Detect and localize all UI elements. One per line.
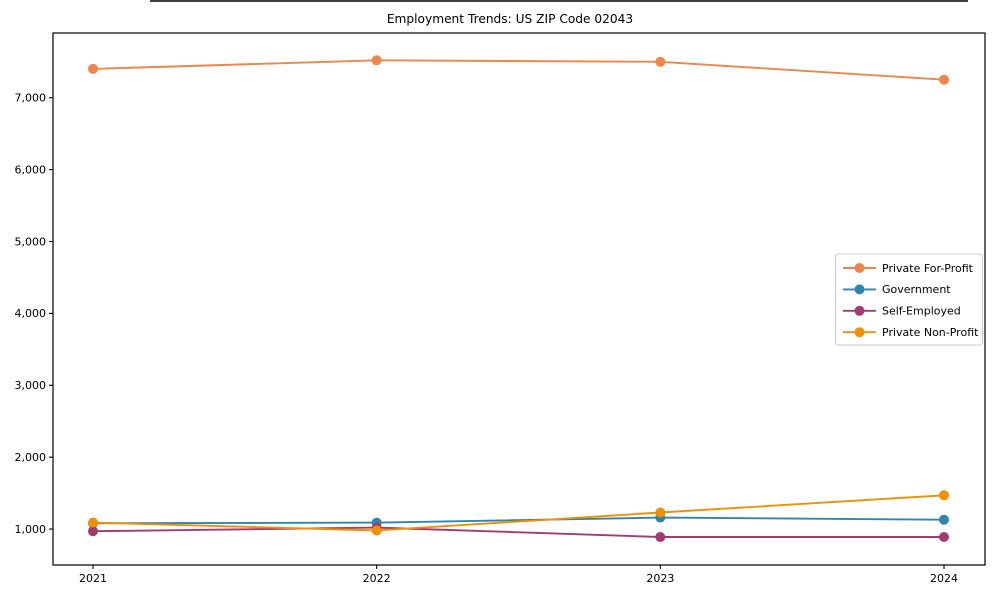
legend-label: Private For-Profit (882, 262, 974, 275)
y-tick-label: 4,000 (15, 307, 47, 320)
y-tick-label: 3,000 (15, 379, 47, 392)
legend-marker (854, 305, 865, 316)
plot-area: 1,000 2,000 3,000 4,000 5,000 6,000 7,000 2021 2… (15, 32, 986, 585)
legend-entry-government: Government (843, 283, 951, 296)
series-line-self-employed (92, 526, 944, 538)
legend-entry-private-for-profit: Private For-Profit (843, 262, 974, 275)
legend-label: Government (882, 283, 951, 296)
series-line-private-non-profit (92, 494, 945, 532)
x-tick-label: 2021 (79, 572, 107, 585)
series-marker-self-employed (939, 532, 949, 542)
series-line-private-for-profit (92, 59, 945, 81)
series-marker-private-for-profit (371, 55, 382, 66)
legend-box (835, 253, 983, 346)
series-marker-private-non-profit (371, 525, 382, 536)
series-marker-private-non-profit (88, 517, 98, 528)
legend-marker (854, 327, 865, 338)
legend: Private For-Profit Government Self-Employe… (835, 253, 983, 346)
y-tick-label: 5,000 (15, 235, 47, 248)
series-marker-self-employed (88, 526, 98, 537)
series-line-government (92, 516, 945, 525)
x-tick-label: 2023 (646, 572, 674, 585)
plot-border (52, 32, 986, 566)
y-tick-label: 6,000 (15, 163, 47, 176)
y-tick-label: 2,000 (15, 451, 47, 464)
series-marker-private-non-profit (939, 490, 949, 501)
legend-marker (854, 284, 865, 295)
legend-label: Private Non-Profit (882, 326, 979, 339)
legend-entry-self-employed: Self-Employed (843, 305, 961, 318)
y-tick-label: 7,000 (15, 92, 47, 105)
legend-entry-private-non-profit: Private Non-Profit (843, 326, 979, 339)
series-marker-private-for-profit (939, 74, 949, 85)
series-marker-self-employed (655, 532, 666, 542)
chart-title: Employment Trends: US ZIP Code 02043 (387, 12, 633, 26)
series-marker-private-for-profit (88, 63, 98, 74)
series-marker-government (939, 514, 949, 525)
x-tick-label: 2024 (930, 572, 958, 585)
legend-label: Self-Employed (882, 305, 961, 318)
y-tick-label: 1,000 (15, 523, 47, 536)
series-marker-private-for-profit (655, 56, 666, 67)
series-marker-private-non-profit (655, 507, 666, 518)
x-tick-label: 2022 (363, 572, 391, 585)
legend-marker (854, 263, 865, 273)
